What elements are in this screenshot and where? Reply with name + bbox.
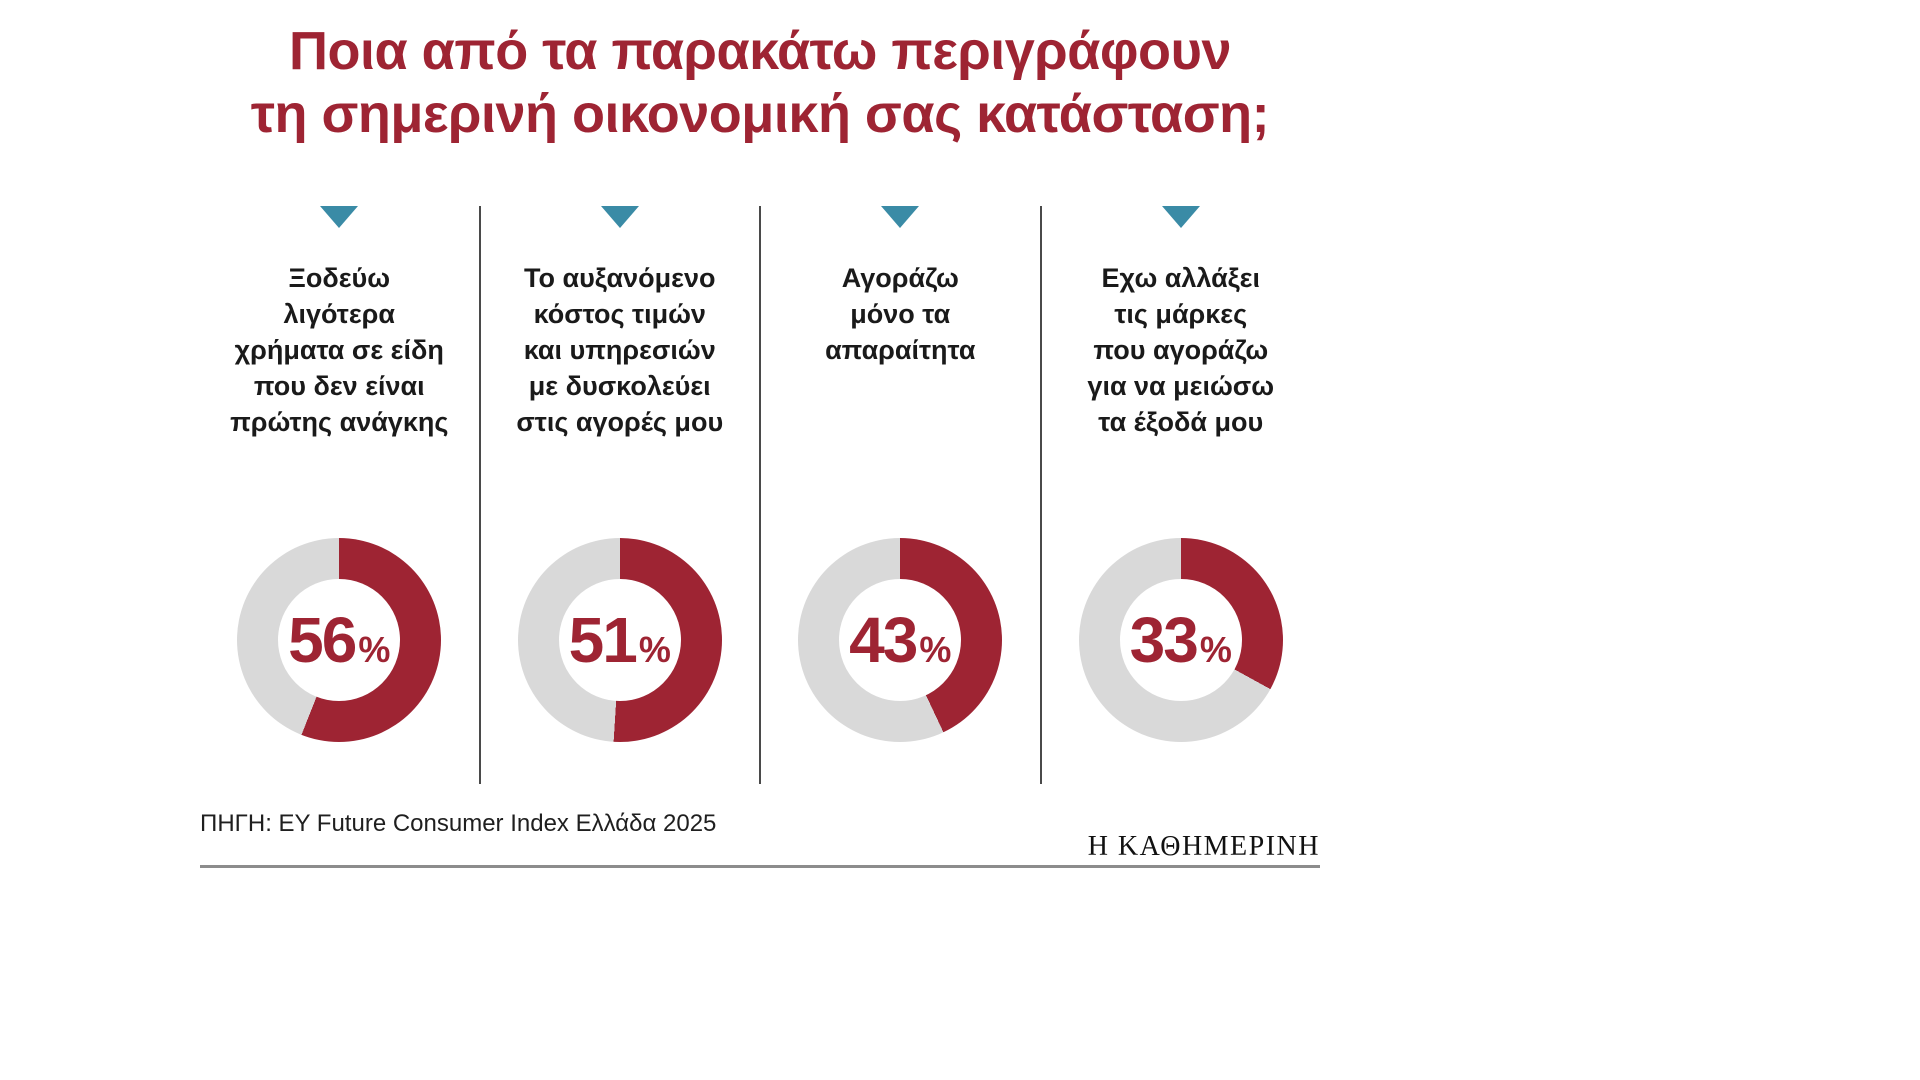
donut-percent-number: 33 [1129,604,1199,677]
donut-hole [278,579,401,702]
percent-sign: % [1199,629,1232,671]
donut-percent-number: 43 [849,604,918,677]
column-label: Εχω αλλάξει τις μάρκες που αγοράζω για ν… [1087,263,1275,438]
donut-value: 51 % [569,608,671,672]
donut-percent-number: 56 [288,604,357,677]
donut-hole [558,579,681,702]
kathimerini-logo: Η ΚΑΘΗΜΕΡΙΝΗ [1087,831,1320,863]
column-label: Αγοράζω μόνο τα απαραίτητα [825,263,976,366]
donut-chart: 51 % [517,538,722,743]
percent-sign: % [358,629,391,671]
donut-value: 56 % [288,608,390,672]
pointer-down-icon [600,206,639,229]
column-label: Το αυξανόμενο κόστος τιμών και υπηρεσιών… [516,263,724,438]
source-citation: ΠΗΓΗ: EY Future Consumer Index Ελλάδα 20… [200,810,717,838]
donut-hole [1119,579,1242,702]
page-title: Ποια από τα παρακάτω περιγράφουν τη σημε… [250,21,1270,145]
pointer-down-icon [881,206,920,229]
column-changed-brands: Εχω αλλάξει τις μάρκες που αγοράζω για ν… [1042,206,1321,784]
footer-rule: Η ΚΑΘΗΜΕΡΙΝΗ [200,831,1320,869]
donut-value: 33 % [1130,608,1232,672]
donut-chart: 33 % [1078,538,1283,743]
donut-hole [839,579,962,702]
donut-value: 43 % [849,608,951,672]
donut-chart: 56 % [237,538,442,743]
pointer-down-icon [320,206,359,229]
donut-columns: Ξοδεύω λιγότερα χρήματα σε είδη που δεν … [200,206,1321,785]
donut-chart: 43 % [798,538,1003,743]
column-buy-essentials: Αγοράζω μόνο τα απαραίτητα 43 % [761,206,1042,785]
pointer-down-icon [1161,206,1200,229]
donut-percent-number: 51 [568,604,638,677]
percent-sign: % [919,629,952,671]
percent-sign: % [638,629,671,671]
column-label: Ξοδεύω λιγότερα χρήματα σε είδη που δεν … [230,263,449,438]
survey-infographic: Ποια από τα παρακάτω περιγράφουν τη σημε… [200,0,1321,869]
column-spend-less: Ξοδεύω λιγότερα χρήματα σε είδη που δεν … [200,206,481,785]
column-rising-costs: Το αυξανόμενο κόστος τιμών και υπηρεσιών… [481,206,761,785]
